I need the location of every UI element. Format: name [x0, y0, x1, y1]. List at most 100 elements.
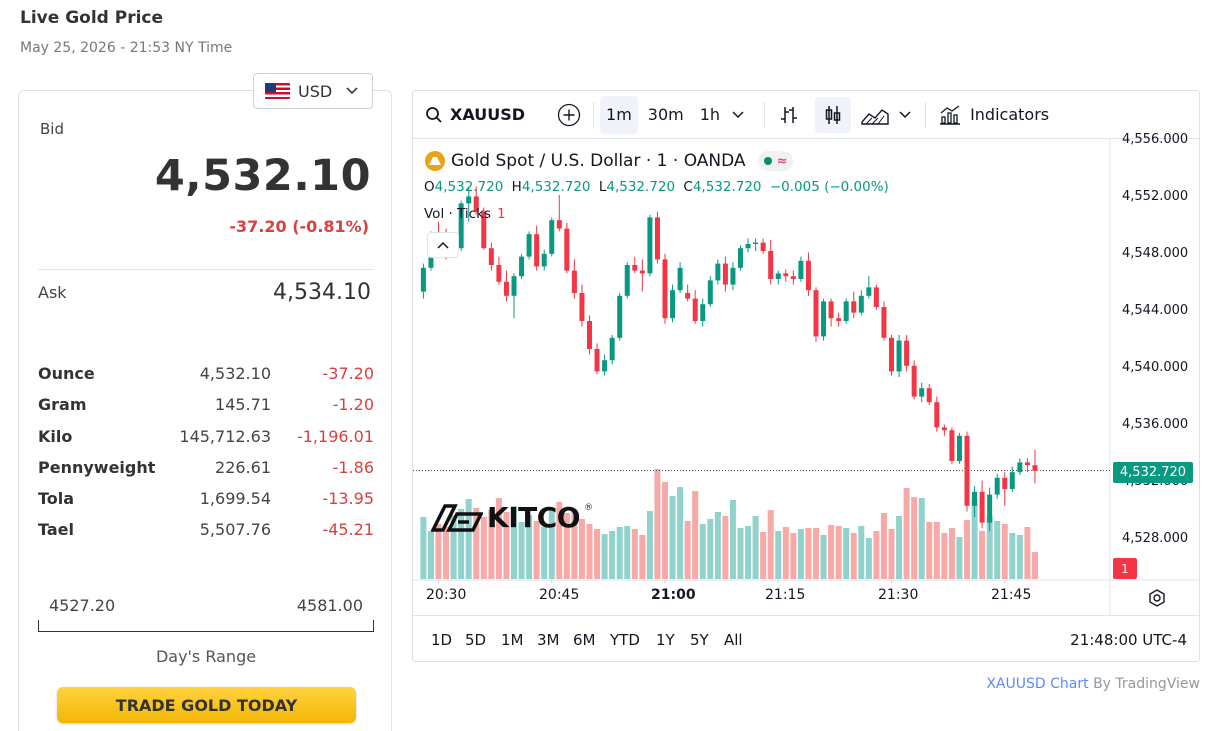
chart-toolbar: XAUUSD 1m 30m 1h Indicators — [413, 91, 1199, 139]
interval-1m[interactable]: 1m — [600, 95, 638, 134]
chart-settings-button[interactable] — [1146, 587, 1168, 609]
candle-body — [677, 267, 683, 291]
symbol-search[interactable]: XAUUSD — [425, 105, 525, 124]
xauusd-chart-link[interactable]: XAUUSD Chart — [986, 676, 1089, 692]
candle-body — [503, 281, 509, 296]
change-value: −0.005 (−0.00%) — [769, 179, 889, 195]
volume-bar — [662, 482, 668, 579]
unit-name: Tael — [38, 520, 74, 540]
volume-bar — [843, 528, 850, 579]
price-axis-label: 4,528.000 — [1122, 531, 1189, 546]
kitco-watermark: KITCO ® — [431, 501, 593, 534]
unit-name: Tola — [38, 489, 75, 509]
candles-style-button[interactable] — [815, 96, 852, 133]
price-axis-label: 4,544.000 — [1122, 303, 1189, 318]
volume-bar — [639, 535, 646, 579]
chart-style-dropdown[interactable] — [893, 97, 917, 133]
chevron-down-icon — [732, 110, 744, 118]
candle-body — [1009, 472, 1015, 489]
volume-bar — [971, 497, 978, 579]
volume-bar — [435, 524, 442, 579]
bid-change: -37.20 (-0.81%) — [229, 217, 369, 236]
collapse-legend-button[interactable] — [427, 232, 459, 258]
chart-legend-title: Gold Spot / U.S. Dollar · 1 · OANDA ≈ — [425, 151, 794, 171]
candle-body — [994, 477, 1000, 495]
candle-body — [526, 234, 532, 257]
candle-body — [783, 273, 789, 277]
market-status-pill[interactable]: ≈ — [757, 151, 794, 171]
volume-bar — [964, 520, 970, 579]
tradingview-chart: XAUUSD 1m 30m 1h Indicators — [412, 90, 1200, 662]
high-label: H — [511, 179, 522, 195]
interval-30m[interactable]: 30m — [647, 105, 684, 124]
volume-bar — [737, 528, 744, 579]
trade-gold-button[interactable]: TRADE GOLD TODAY — [57, 687, 356, 723]
volume-bar — [873, 531, 880, 579]
volume-bar — [1009, 533, 1016, 579]
range-6m[interactable]: 6M — [573, 631, 596, 649]
compare-symbol-button[interactable] — [551, 97, 587, 133]
volume-label: Vol · Ticks — [424, 206, 491, 222]
volume-bar — [918, 498, 925, 579]
indicators-label: Indicators — [970, 105, 1050, 124]
volume-bar — [526, 515, 533, 579]
indicators-button[interactable]: Indicators — [938, 104, 1049, 126]
bid-value: 4,532.10 — [154, 151, 371, 201]
time-axis-label: 21:15 — [765, 587, 806, 603]
candle-body — [496, 265, 502, 282]
registered-mark: ® — [584, 502, 594, 513]
bars-style-button[interactable] — [771, 97, 807, 133]
range-1y[interactable]: 1Y — [656, 631, 675, 649]
candle-body — [602, 360, 608, 372]
volume-bar — [563, 513, 570, 579]
range-3m[interactable]: 3M — [537, 631, 560, 649]
volume-bar — [760, 532, 767, 579]
volume-bar — [533, 521, 540, 579]
candle-body — [805, 260, 811, 291]
interval-1h[interactable]: 1h — [699, 105, 721, 124]
time-axis-label: 21:45 — [991, 587, 1032, 603]
range-1m[interactable]: 1M — [501, 631, 524, 649]
volume-bar — [631, 529, 638, 579]
candle-body — [760, 242, 766, 251]
volume-bar — [465, 499, 472, 579]
volume-bar — [480, 517, 487, 579]
unit-row-tola: Tola 1,699.54 -13.95 — [38, 486, 374, 517]
unit-price-table: Ounce 4,532.10 -37.20 Gram 145.71 -1.20 … — [38, 361, 374, 549]
currency-select[interactable]: USD — [253, 73, 373, 109]
range-5y[interactable]: 5Y — [690, 631, 709, 649]
candle-body — [685, 293, 691, 299]
time-axis-label: 20:30 — [426, 587, 467, 603]
range-5d[interactable]: 5D — [465, 631, 487, 649]
volume-bar — [699, 524, 706, 579]
interval-dropdown[interactable] — [726, 97, 750, 133]
chart-clock[interactable]: 21:48:00 UTC-4 — [1070, 631, 1187, 649]
candle-body — [941, 427, 947, 431]
candle-body — [956, 435, 962, 461]
range-all[interactable]: All — [724, 631, 743, 649]
last-price-badge: 4,532.720 — [1113, 462, 1193, 483]
volume-bar — [677, 487, 684, 579]
page-title: Live Gold Price — [20, 8, 164, 28]
range-1d[interactable]: 1D — [431, 631, 453, 649]
candlestick-chart[interactable] — [413, 91, 1199, 661]
unit-price: 5,507.76 — [199, 520, 271, 540]
range-ytd[interactable]: YTD — [610, 631, 640, 649]
volume-bar — [692, 491, 699, 579]
candle-body — [420, 267, 426, 292]
unit-name: Gram — [38, 395, 87, 415]
unit-change: -45.21 — [322, 520, 374, 540]
volume-bar — [797, 529, 804, 579]
candle-body — [534, 234, 540, 267]
candle-body — [594, 349, 600, 372]
volume-bar — [933, 522, 940, 579]
unit-row-tael: Tael 5,507.76 -45.21 — [38, 517, 374, 548]
volume-bar — [956, 537, 963, 579]
area-style-button[interactable] — [857, 97, 893, 133]
volume-bar — [646, 511, 653, 579]
candle-body — [654, 217, 660, 260]
volume-bar — [541, 527, 548, 579]
ohlc-legend: O4,532.720 H4,532.720 L4,532.720 C4,532.… — [424, 179, 889, 195]
volume-bar — [450, 515, 457, 579]
candle-body — [866, 287, 872, 296]
